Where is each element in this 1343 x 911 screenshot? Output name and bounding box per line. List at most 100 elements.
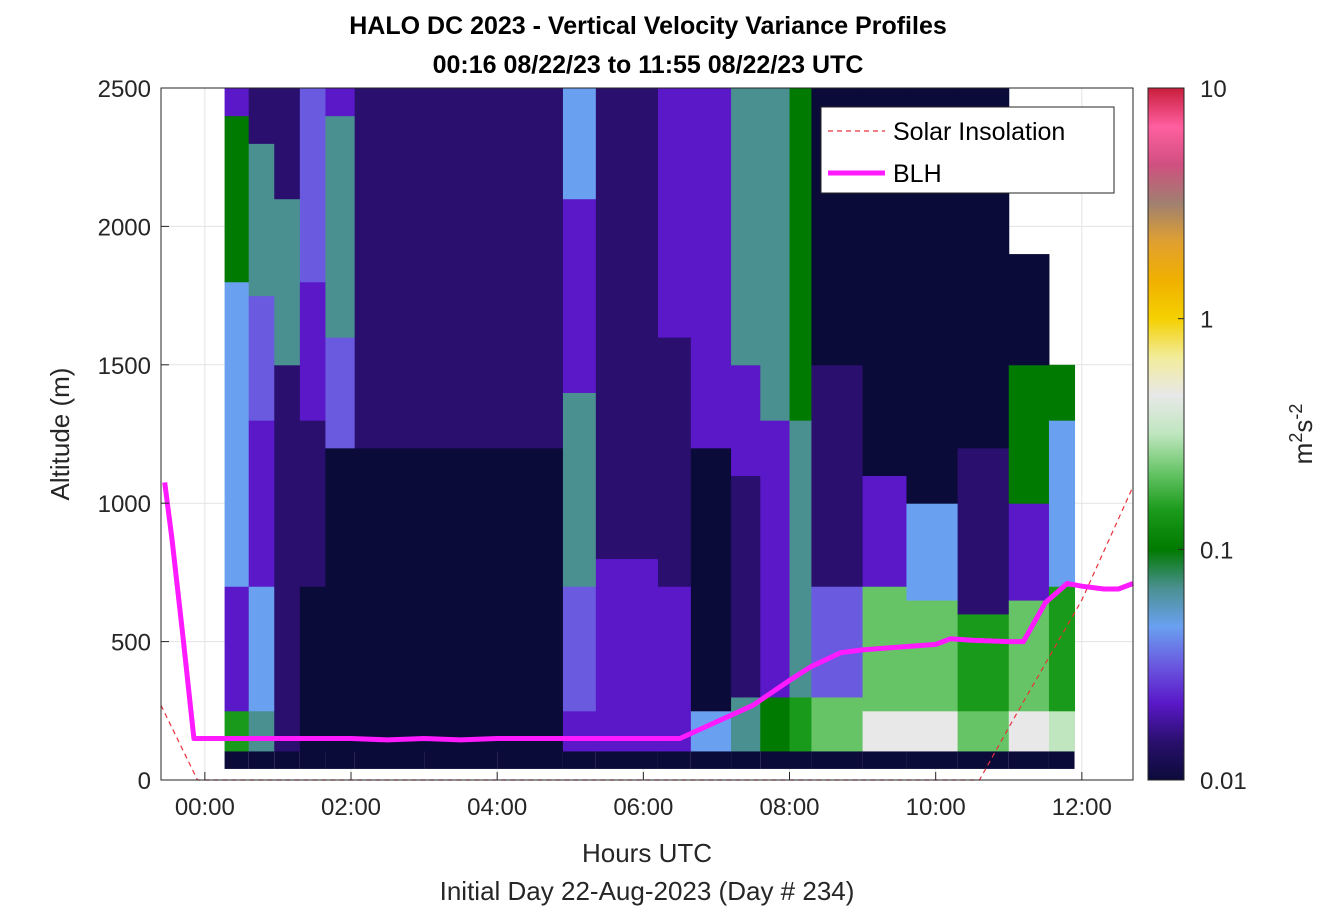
heatmap-cell	[1048, 364, 1076, 421]
heatmap-cell	[595, 750, 658, 769]
heatmap-cell	[731, 171, 761, 366]
heatmap-cell	[657, 586, 692, 726]
heatmap-cell	[274, 710, 301, 752]
heatmap-cell	[325, 586, 356, 752]
plot-frame	[160, 87, 1134, 781]
y-tick-label: 0	[138, 768, 151, 795]
heatmap-cell	[424, 88, 498, 283]
heatmap-cell	[224, 281, 250, 366]
heatmap-cell	[690, 447, 732, 712]
heatmap-cell	[657, 88, 692, 338]
heatmap-cell	[354, 750, 425, 769]
y-tick-label: 2500	[98, 76, 151, 103]
colorbar-ticks: 0.01 0.1 1 10	[1178, 76, 1247, 795]
heatmap-cell	[424, 281, 498, 449]
heatmap-cell	[690, 88, 732, 200]
heatmap-cell	[595, 88, 659, 393]
heatmap-cell	[862, 750, 907, 769]
heatmap-cell	[760, 750, 790, 769]
heatmap-cell	[497, 750, 563, 769]
heatmap-cells	[224, 88, 1076, 769]
heatmap-cell	[562, 750, 596, 769]
heatmap-cell	[299, 281, 326, 421]
legend-box	[820, 106, 1115, 194]
heatmap-cell	[424, 447, 498, 752]
heatmap-cell	[731, 88, 761, 172]
heatmap-cell	[299, 586, 326, 752]
heatmap-cell	[731, 364, 761, 477]
heatmap-cell	[274, 750, 300, 769]
heatmap-cell	[248, 143, 275, 297]
heatmap-cell	[595, 558, 659, 726]
colorbar: 0.01 0.1 1 10 m2s-2	[1147, 76, 1318, 795]
heatmap-cell	[354, 281, 425, 449]
heatmap-cell	[299, 420, 326, 587]
heatmap-cell	[760, 696, 791, 752]
heatmap-cell	[274, 586, 301, 712]
heatmap-cell	[760, 88, 791, 421]
heatmap-cell	[862, 710, 907, 752]
heatmap-cell	[299, 750, 326, 769]
heatmap-cell	[274, 198, 301, 366]
heatmap-cell	[497, 447, 564, 752]
heatmap-cell	[862, 475, 907, 587]
heatmap-cell	[562, 392, 597, 587]
x-tick-label: 02:00	[321, 794, 381, 821]
chart-title-line1: HALO DC 2023 - Vertical Velocity Varianc…	[349, 12, 947, 40]
heatmap-cell	[325, 337, 356, 449]
heatmap-cell	[760, 420, 791, 698]
heatmap-cell	[299, 88, 326, 283]
heatmap-cell	[1008, 750, 1049, 769]
heatmap-cell	[595, 392, 659, 560]
heatmap-cell	[562, 88, 597, 200]
heatmap-cell	[354, 88, 425, 283]
heatmap-cell	[1008, 364, 1050, 504]
colorbar-tick-label: 1	[1200, 307, 1213, 334]
heatmap-cell	[1008, 254, 1050, 366]
x-tick-label: 10:00	[906, 794, 966, 821]
heatmap-cell	[1048, 420, 1076, 587]
heatmap-cell	[731, 750, 761, 769]
x-axis-ticks: 00:00 02:00 04:00 06:00 08:00 10:00 12:00	[175, 772, 1112, 821]
heatmap-cell	[325, 447, 356, 587]
x-axis-sublabel: Initial Day 22-Aug-2023 (Day # 234)	[440, 876, 855, 906]
colorbar-label: m2s-2	[1286, 404, 1318, 465]
heatmap-cell	[811, 586, 864, 698]
heatmap-cell	[957, 710, 1010, 752]
heatmap-cell	[325, 750, 355, 769]
heatmap-cell	[224, 750, 249, 769]
heatmap-cell	[906, 503, 959, 601]
heatmap-cell	[224, 115, 250, 283]
heatmap-cell	[690, 198, 732, 449]
x-axis-label: Hours UTC	[582, 838, 712, 868]
heatmap-cell	[1048, 750, 1075, 769]
colorbar-gradient	[1148, 88, 1184, 780]
heatmap-cell	[731, 475, 761, 698]
heatmap-cell	[789, 420, 812, 698]
heatmap-cell	[811, 750, 863, 769]
heatmap-cell	[562, 710, 597, 752]
colorbar-frame	[1147, 87, 1185, 781]
colorbar-tick-label: 10	[1200, 76, 1227, 103]
heatmap-cell	[424, 750, 498, 769]
plot-area: 00:00 02:00 04:00 06:00 08:00 10:00 12:00 0 500…	[98, 76, 1134, 821]
heatmap-cell	[248, 586, 275, 712]
y-tick-label: 2000	[98, 214, 151, 241]
heatmap-cell	[224, 586, 250, 712]
heatmap-cell	[1048, 710, 1076, 752]
heatmap-cell	[325, 115, 356, 338]
heatmap-cell	[562, 586, 597, 712]
heatmap-cell	[1008, 600, 1050, 712]
legend: Solar Insolation BLH	[820, 106, 1115, 194]
heatmap-cell	[1048, 586, 1076, 712]
heatmap-cell	[248, 295, 275, 421]
heatmap-cell	[657, 337, 692, 587]
heatmap-cell	[274, 88, 301, 200]
x-tick-label: 04:00	[467, 794, 527, 821]
heatmap-cell	[811, 696, 864, 752]
heatmap-cell	[1008, 503, 1050, 601]
heatmap-cell	[789, 696, 812, 752]
heatmap-cell	[690, 750, 732, 769]
heatmap-cell	[957, 750, 1009, 769]
heatmap-cell	[789, 88, 812, 421]
